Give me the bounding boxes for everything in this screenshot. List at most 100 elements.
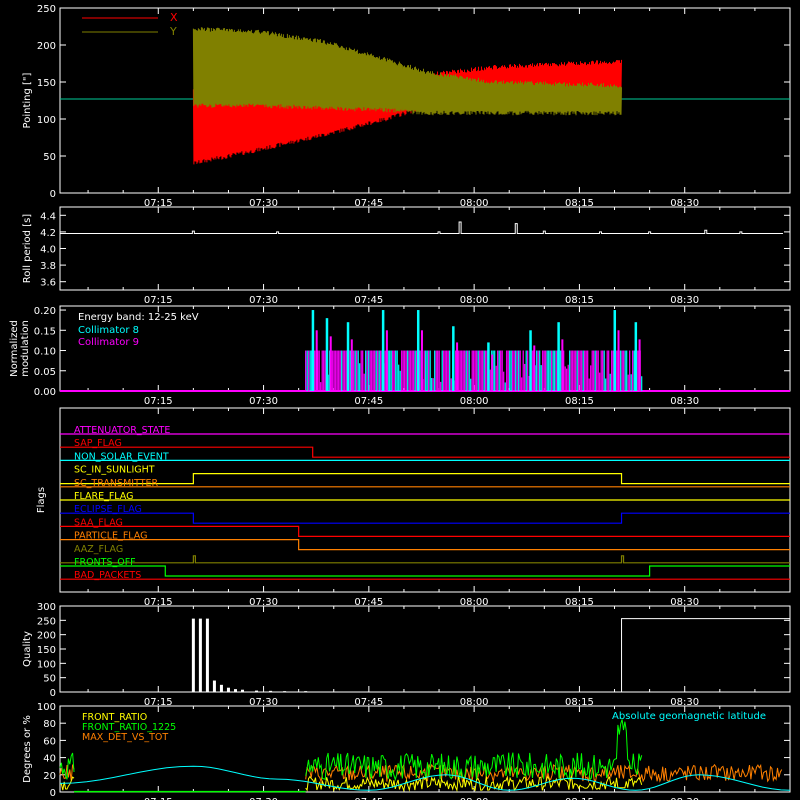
- y-axis-label-line: Normalized: [9, 320, 20, 377]
- y-tick-label: 0.10: [34, 347, 56, 358]
- flag-line-particle_flag: [60, 539, 790, 551]
- series-front-ratio-line: [59, 776, 75, 791]
- x-tick-label: 08:00: [460, 295, 489, 306]
- geomagnetic-latitude-label: Absolute geomagnetic latitude: [612, 711, 766, 722]
- x-tick-label: 08:00: [460, 597, 489, 608]
- modulation-spike-collimator-8: [346, 322, 350, 391]
- y-axis-label: Roll period [s]: [22, 214, 33, 283]
- y-tick-label: 150: [37, 78, 56, 89]
- y-tick-label: 0.05: [34, 367, 56, 378]
- quality-bar: [212, 680, 216, 692]
- modulation-spike-collimator-8: [634, 322, 638, 391]
- y-tick-label: 100: [37, 659, 56, 670]
- flag-label: FRONTS_OFF: [74, 557, 136, 568]
- x-tick-label: 07:15: [144, 597, 173, 608]
- y-tick-label: 200: [37, 41, 56, 52]
- y-tick-label: 100: [37, 115, 56, 126]
- flag-label: ECLIPSE_FLAG: [74, 504, 142, 515]
- flag-line-sap_flag: [60, 446, 790, 458]
- x-tick-label: 07:45: [354, 295, 383, 306]
- x-tick-label: 07:45: [354, 597, 383, 608]
- modulation-spike-collimator-9: [533, 345, 536, 391]
- energy-band-annotation: Energy band: 12-25 keV: [78, 312, 199, 323]
- x-tick-label: 08:30: [670, 597, 699, 608]
- legend-label: Collimator 8: [78, 325, 139, 336]
- x-tick-label: 08:30: [670, 396, 699, 407]
- series-front-ratio-1225-line: [305, 719, 643, 782]
- y-tick-label: 100: [37, 702, 56, 713]
- modulation-spike-collimator-8: [381, 310, 385, 391]
- legend-label: MAX_DET_VS_TOT: [82, 732, 168, 743]
- y-tick-label: 3.6: [40, 278, 56, 289]
- quality-bar: [219, 684, 223, 692]
- y-axis-label: Degrees or %: [22, 715, 33, 783]
- y-tick-label: 0: [50, 189, 56, 200]
- flag-line-aaz_flag: [60, 555, 790, 564]
- y-tick-label: 50: [43, 152, 56, 163]
- flag-label: SC_TRANSMITTER: [74, 478, 159, 489]
- modulation-spike-collimator-8: [487, 342, 490, 391]
- x-tick-label: 07:15: [144, 697, 173, 708]
- y-tick-label: 3.8: [40, 261, 56, 272]
- x-tick-label: 07:30: [249, 295, 278, 306]
- y-axis-label: Normalizedmodulation: [9, 320, 31, 377]
- modulation-spike-collimator-8: [452, 326, 455, 391]
- flag-line-sc_in_sunlight: [60, 473, 790, 485]
- modulation-spike-collimator-9: [638, 339, 641, 391]
- y-tick-label: 250: [37, 616, 56, 627]
- quality-bar: [283, 691, 287, 692]
- y-axis-label-line: modulation: [20, 320, 31, 377]
- modulation-spike-collimator-9: [329, 336, 332, 391]
- legend-label: FRONT_RATIO: [82, 712, 147, 723]
- y-tick-label: 60: [43, 736, 56, 747]
- x-tick-label: 07:45: [354, 396, 383, 407]
- quality-block-line: [621, 618, 790, 692]
- series-front-ratio-1225-line: [59, 752, 75, 780]
- legend-label: FRONT_RATIO_1225: [82, 722, 176, 733]
- flag-line-eclipse_flag: [60, 512, 790, 524]
- legend-label: Collimator 9: [78, 337, 139, 348]
- series-max-det-vs-tot-line: [305, 763, 783, 784]
- x-tick-label: 08:15: [565, 597, 594, 608]
- x-tick-label: 07:15: [144, 797, 173, 800]
- modulation-spike-collimator-8: [557, 322, 560, 391]
- y-tick-label: 20: [43, 771, 56, 782]
- quality-bar: [304, 691, 308, 692]
- x-tick-label: 07:30: [249, 697, 278, 708]
- modulation-spike-collimator-9: [315, 330, 318, 391]
- x-tick-label: 08:00: [460, 198, 489, 209]
- x-tick-label: 07:30: [249, 198, 278, 209]
- quality-bar: [191, 618, 195, 692]
- x-tick-label: 08:30: [670, 797, 699, 800]
- y-tick-label: 0.20: [34, 306, 56, 317]
- x-tick-label: 07:15: [144, 295, 173, 306]
- y-tick-label: 4.0: [40, 245, 56, 256]
- flag-label: SAA_FLAG: [74, 517, 123, 528]
- legend-label: X: [170, 11, 178, 24]
- x-tick-label: 07:45: [354, 697, 383, 708]
- legend-label: Y: [169, 25, 177, 38]
- modulation-spike-collimator-9: [385, 330, 388, 391]
- x-tick-label: 07:30: [249, 797, 278, 800]
- x-tick-label: 08:00: [460, 797, 489, 800]
- x-tick-label: 07:30: [249, 597, 278, 608]
- modulation-spike-collimator-8: [416, 310, 420, 391]
- modulation-spike-collimator-9: [617, 330, 620, 391]
- y-tick-label: 0: [50, 688, 56, 699]
- y-axis-label: Pointing ["]: [22, 72, 33, 128]
- flag-label: FLARE_FLAG: [74, 491, 134, 502]
- x-tick-label: 08:30: [670, 697, 699, 708]
- y-tick-label: 0: [50, 788, 56, 799]
- modulation-spike-collimator-9: [456, 342, 459, 391]
- modulation-spike-collimator-8: [311, 310, 315, 391]
- y-tick-label: 50: [43, 674, 56, 685]
- data-layer: [59, 17, 791, 793]
- modulation-spike-collimator-9: [491, 354, 494, 391]
- x-tick-label: 07:30: [249, 396, 278, 407]
- y-axis-label: Quality: [22, 631, 33, 667]
- text-layer: XY 07:15 07:30 07:45 08:00 08:15 08:30 0 50 100 15…: [9, 4, 766, 800]
- flag-label: ATTENUATOR_STATE: [74, 425, 170, 436]
- flag-label: NON_SOLAR_EVENT: [74, 451, 169, 462]
- y-tick-label: 150: [37, 645, 56, 656]
